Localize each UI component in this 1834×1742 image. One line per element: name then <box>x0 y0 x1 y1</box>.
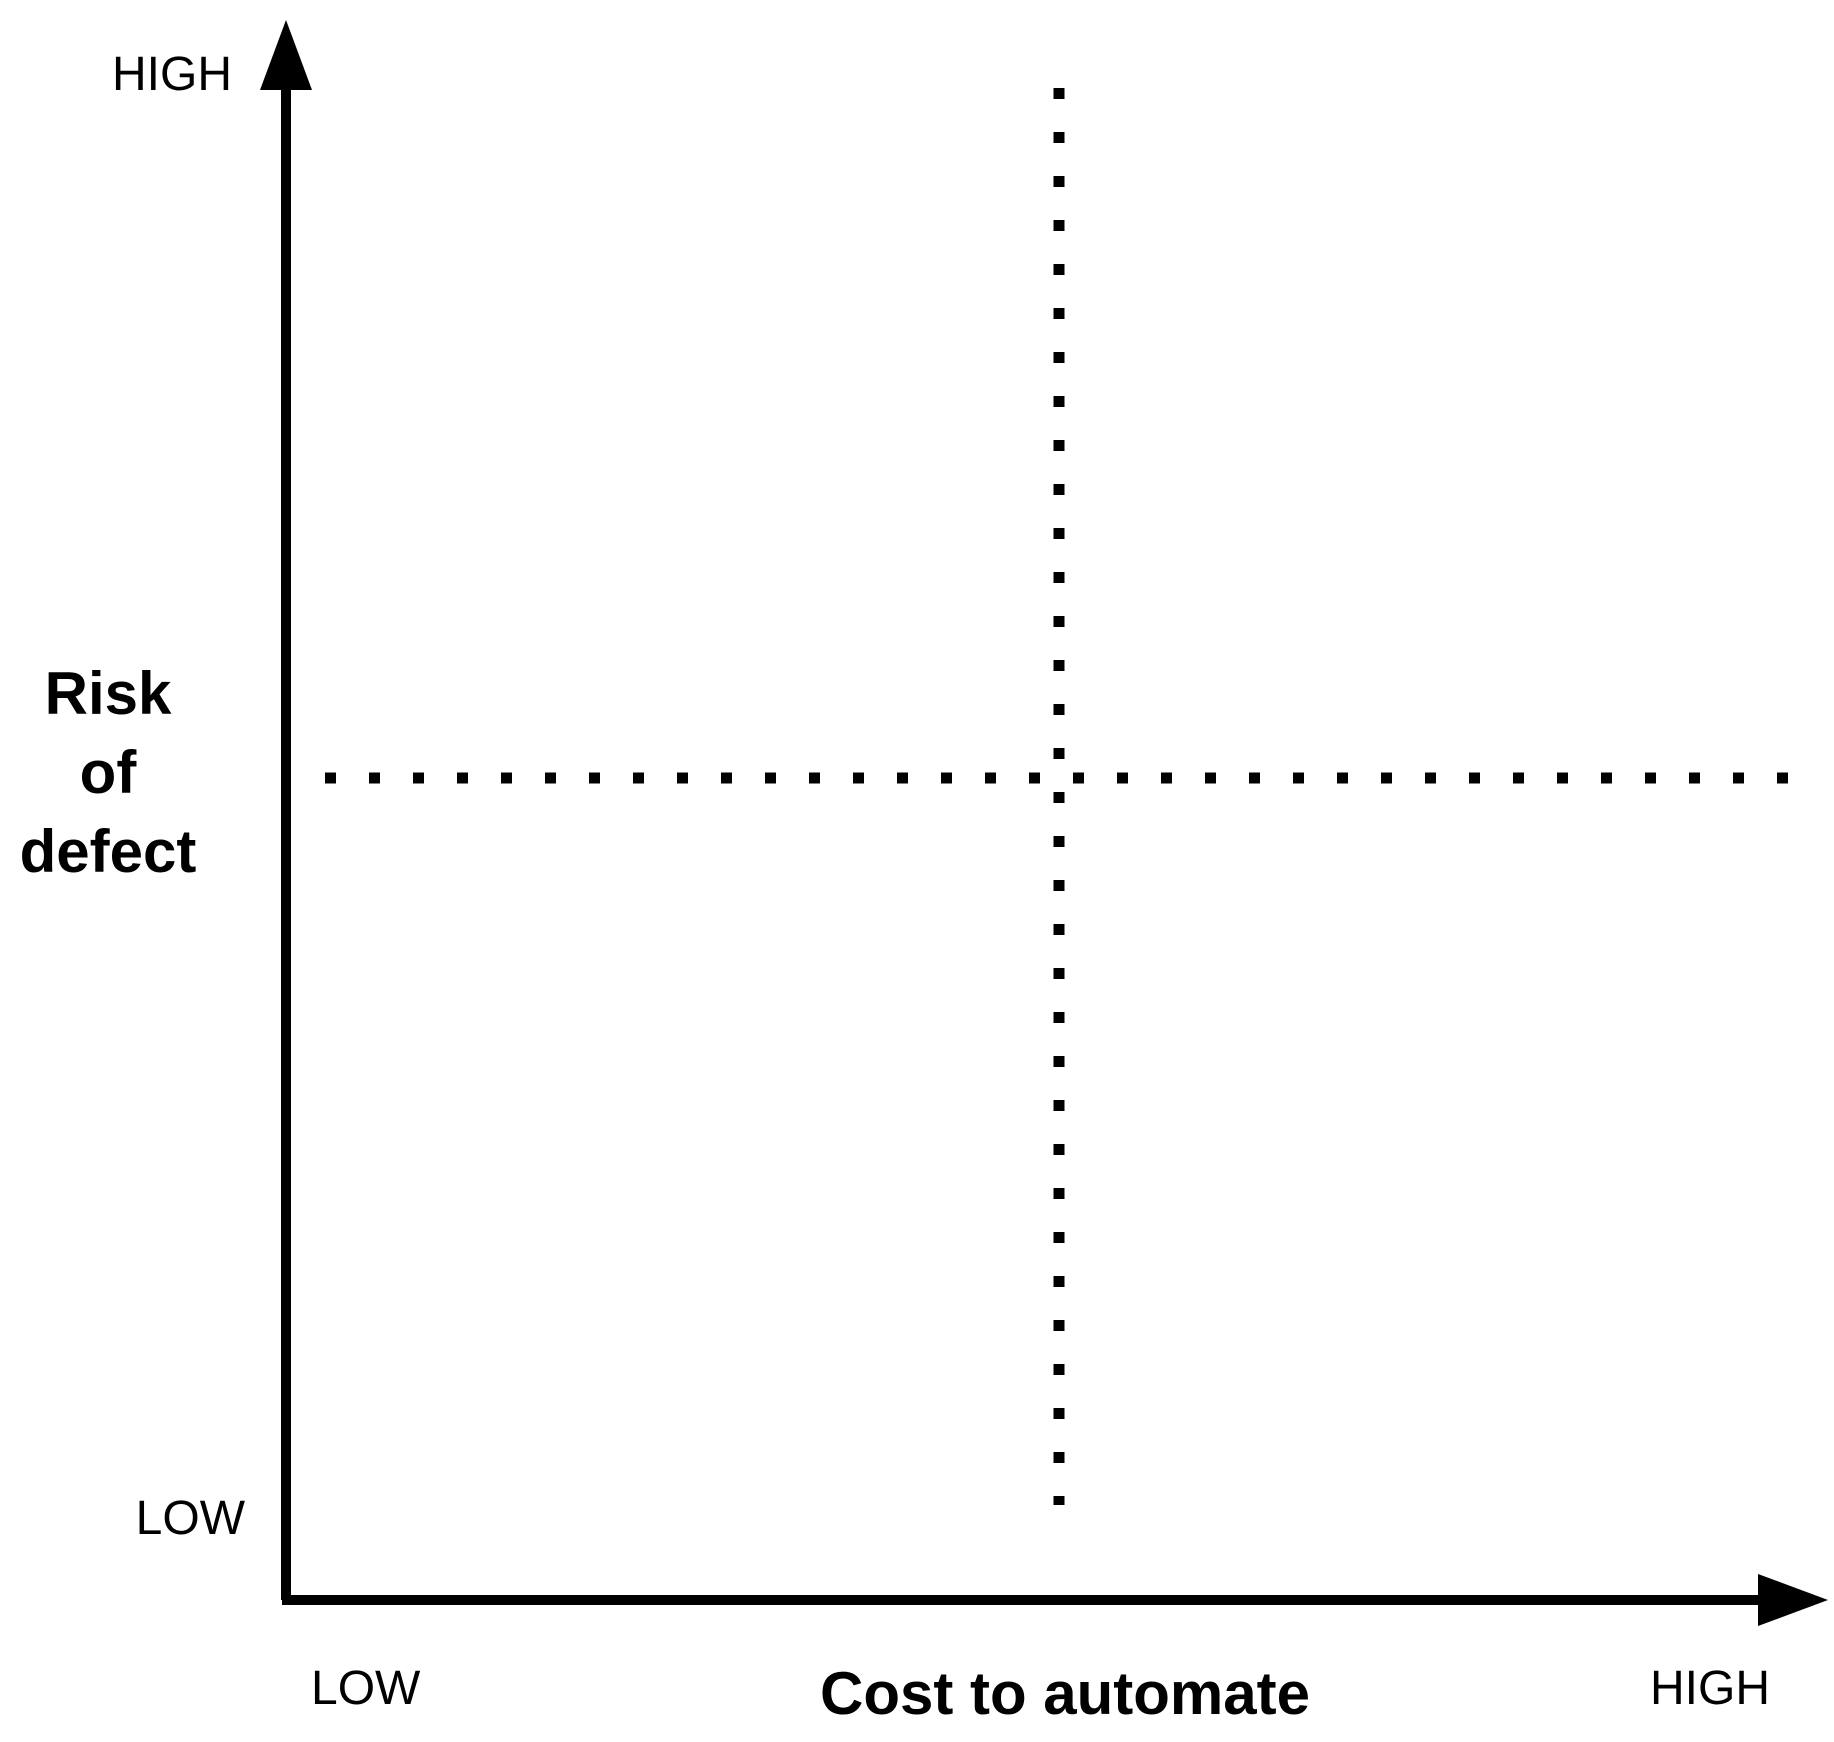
y-axis-arrowhead <box>260 20 312 90</box>
y-axis-title-line-2: of <box>80 739 138 806</box>
y-axis-high-label: HIGH <box>112 48 232 101</box>
x-axis-high-label: HIGH <box>1650 1662 1770 1715</box>
x-axis-low-label: LOW <box>311 1662 421 1715</box>
y-axis-low-label: LOW <box>136 1492 246 1545</box>
y-axis-title-line-3: defect <box>20 818 197 885</box>
x-axis-title: Cost to automate <box>820 1660 1310 1727</box>
x-axis-arrowhead <box>1758 1574 1828 1626</box>
y-axis-title-line-1: Risk <box>45 660 172 727</box>
